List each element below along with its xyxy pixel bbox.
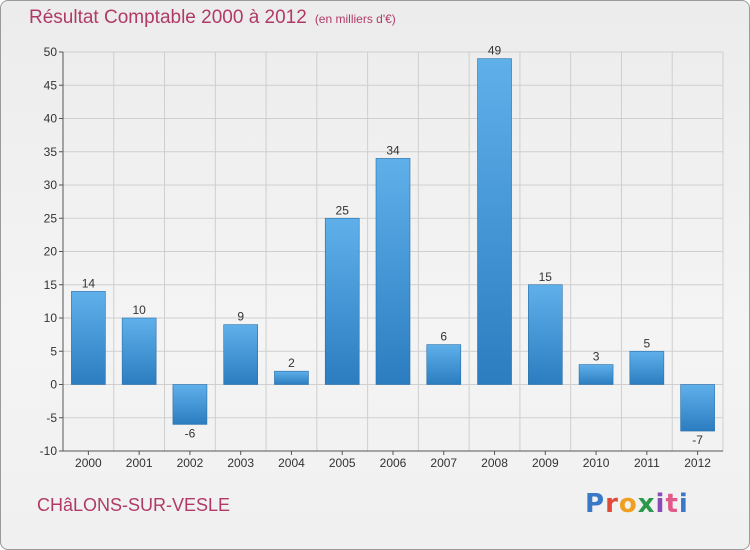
data-label: 49: [488, 44, 502, 58]
logo-letter: P: [585, 489, 606, 519]
data-label: 6: [440, 330, 447, 344]
logo-letter: i: [678, 489, 689, 519]
bar: [375, 158, 411, 385]
y-tick-label: -10: [40, 444, 58, 458]
x-tick-label: 2006: [380, 456, 407, 470]
logo-letter: x: [637, 489, 656, 519]
y-tick-label: 0: [50, 378, 57, 392]
y-tick-label: 5: [50, 344, 57, 358]
y-tick-label: 50: [44, 45, 58, 59]
bars: [71, 58, 715, 432]
bar: [528, 284, 563, 385]
data-label: 9: [237, 310, 244, 324]
logo-letter: r: [605, 489, 619, 519]
y-tick-label: 10: [44, 311, 58, 325]
data-label: 15: [539, 270, 553, 284]
bar: [629, 350, 665, 385]
logo-letter: t: [665, 489, 679, 519]
proxiti-logo[interactable]: Proxiti: [585, 489, 689, 519]
data-label: 10: [132, 303, 146, 317]
data-label: 3: [593, 350, 600, 364]
logo-letter: o: [618, 489, 638, 519]
x-tick-label: 2002: [177, 456, 204, 470]
bar: [477, 58, 512, 385]
y-tick-label: 25: [44, 211, 58, 225]
y-tick-label: -5: [46, 411, 57, 425]
x-tick-label: 2000: [75, 456, 102, 470]
bar: [121, 317, 157, 385]
x-tick-label: 2007: [430, 456, 457, 470]
data-label: -6: [185, 426, 196, 440]
y-tick-label: 45: [44, 78, 58, 92]
x-tick-label: 2003: [227, 456, 254, 470]
data-label: 5: [644, 336, 651, 350]
y-tick-label: 30: [44, 178, 58, 192]
data-label: 14: [82, 276, 96, 290]
y-tick-label: 20: [44, 245, 58, 259]
bar: [71, 291, 106, 385]
data-label: 34: [386, 143, 400, 157]
chart-title: Résultat Comptable 2000 à 2012 (en millie…: [29, 7, 396, 29]
chart-subtitle: (en milliers d'€): [314, 12, 396, 26]
grid-lines: [62, 51, 724, 452]
city-name: CHâLONS-SUR-VESLE: [37, 495, 231, 515]
bar: [223, 324, 258, 385]
labels: -10-505101520253035404550142000102001-62…: [40, 44, 712, 470]
bar: [274, 370, 309, 385]
data-label: 25: [336, 203, 350, 217]
bar: [426, 344, 462, 385]
axes: [59, 51, 723, 455]
x-tick-label: 2008: [481, 456, 508, 470]
chart-title-text: Résultat Comptable 2000 à 2012: [29, 7, 307, 28]
data-label: 2: [288, 356, 295, 370]
bar: [680, 384, 715, 432]
x-tick-label: 2004: [278, 456, 305, 470]
x-tick-label: 2005: [329, 456, 356, 470]
data-label: -7: [692, 433, 703, 447]
bar: [324, 217, 360, 385]
logo-letter: i: [655, 489, 666, 519]
x-tick-label: 2010: [583, 456, 610, 470]
x-tick-label: 2009: [532, 456, 559, 470]
bar: [578, 364, 614, 385]
y-tick-label: 35: [44, 145, 58, 159]
x-tick-label: 2001: [126, 456, 153, 470]
bar: [172, 384, 208, 425]
x-tick-label: 2012: [684, 456, 711, 470]
x-tick-label: 2011: [634, 456, 660, 470]
y-tick-label: 15: [44, 278, 58, 292]
y-tick-label: 40: [44, 112, 58, 126]
